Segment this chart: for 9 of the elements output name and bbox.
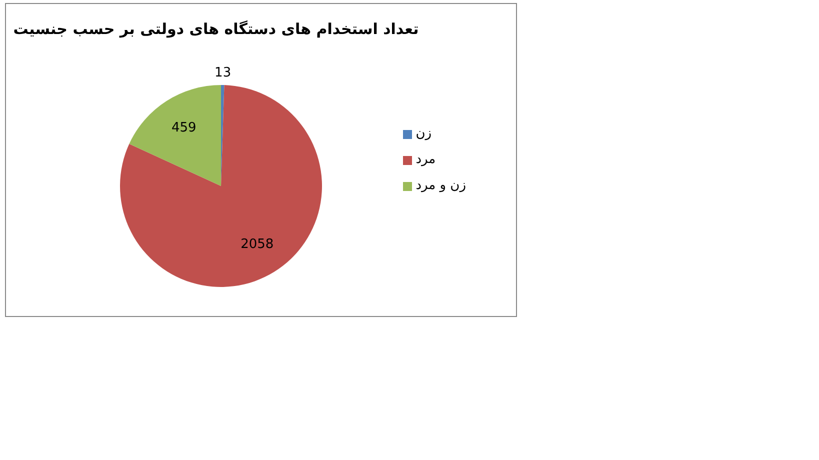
legend-label: زن و مرد	[416, 177, 466, 195]
pie-slice	[129, 85, 221, 186]
data-label: 13	[214, 66, 232, 81]
data-label: 459	[172, 120, 196, 136]
data-label: 2058	[240, 236, 274, 252]
legend-label: زن	[416, 125, 432, 143]
pie-slice	[120, 85, 322, 287]
legend-label: مرد	[416, 151, 436, 169]
chart-title: تعداد استخدام های دستگاه های دولتی بر حسب جنسیت	[12, 20, 420, 38]
